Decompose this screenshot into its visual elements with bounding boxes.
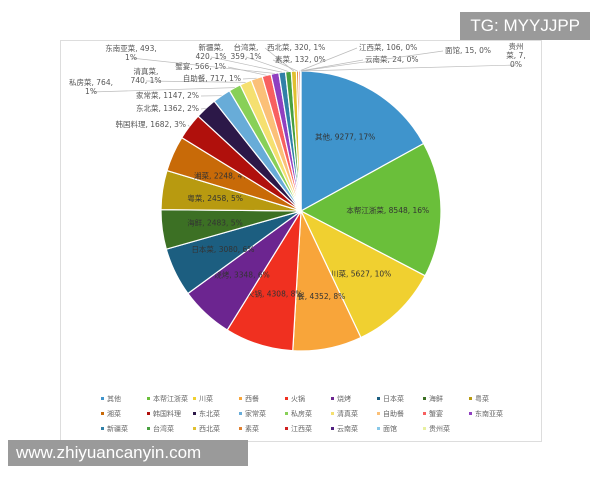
slice-label: 蟹宴, 566, 1% [175,61,226,71]
leader-line [299,47,358,72]
legend-label: 云南菜 [337,424,358,433]
legend-swatch [147,397,150,400]
leader-line [145,80,246,83]
legend-label: 海鲜 [429,394,443,403]
pie-chart: 其他, 9277, 17% 本帮江浙菜, 8548, 16% 川菜, 5627, 1… [69,41,526,433]
legend-swatch [285,427,288,430]
legend-swatch [147,412,150,415]
legend-swatch [239,412,242,415]
legend-swatch [423,397,426,400]
legend-label: 素菜 [245,424,259,433]
legend-label: 韩国料理 [153,409,181,418]
watermark-top: TG: MYYJJPP [460,12,590,40]
legend-label: 家常菜 [245,409,266,418]
slice-label: 清真菜, 740, 1% [131,66,162,85]
legend-label: 面馆 [383,424,397,433]
legend-swatch [193,397,196,400]
slice-label: 日本菜, 3080, 6% [191,244,254,254]
leader-line [130,57,275,74]
legend-swatch [193,427,196,430]
leader-line [90,87,235,93]
leader-line [300,59,364,72]
legend-swatch [377,412,380,415]
legend-label: 西餐 [245,394,259,403]
legend-label: 烧烤 [337,394,351,403]
legend-label: 西北菜 [199,424,220,433]
legend-label: 自助餐 [383,409,404,418]
legend-label: 东北菜 [199,409,220,418]
legend-label: 湘菜 [107,409,121,418]
slice-label: 面馆, 15, 0% [445,45,491,55]
legend-label: 其他 [107,394,121,403]
slice-label: 西北菜, 320, 1% [267,42,325,52]
slice-label: 私房菜, 764, 1% [69,77,113,96]
legend-label: 江西菜 [291,424,312,433]
slice-label: 海鲜, 2483, 5% [187,218,243,228]
legend-swatch [331,397,334,400]
slice-label: 江西菜, 106, 0% [359,42,417,52]
pie-slice [299,209,426,339]
legend-label: 粤菜 [475,394,489,403]
watermark-bottom: www.zhiyuancanyin.com [8,440,248,466]
legend-swatch [239,397,242,400]
slice-label: 贵州菜, 7, 0% [506,41,525,69]
leader-line [300,50,444,72]
slice-label: 素菜, 132, 0% [275,54,326,64]
leader-line [200,107,206,110]
leader-line [242,77,257,80]
legend-label: 私房菜 [291,409,312,418]
legend-swatch [285,397,288,400]
legend-label: 东南亚菜 [475,409,503,418]
legend-label: 贵州菜 [429,424,450,433]
legend-swatch [331,412,334,415]
legend-label: 蟹宴 [429,409,443,418]
leader-line [227,66,267,76]
legend-swatch [377,427,380,430]
legend-swatch [101,427,104,430]
legend-swatch [331,427,334,430]
leader-line [245,56,289,72]
legend-swatch [193,412,196,415]
legend-label: 本帮江浙菜 [153,394,188,403]
legend-swatch [101,397,104,400]
legend-label: 日本菜 [383,394,404,403]
pie-slice [299,142,442,277]
slice-label: 烧烤, 3348, 6% [214,270,270,280]
legend-swatch [469,412,472,415]
pie-slice [300,70,425,213]
slice-label: 粤菜, 2458, 5% [187,193,243,203]
legend-label: 火锅 [291,394,305,403]
slice-label: 川菜, 5627, 10% [331,269,391,279]
legend-swatch [423,427,426,430]
legend-swatch [239,427,242,430]
legend-swatch [423,412,426,415]
slice-label: 西餐, 4352, 8% [290,292,346,301]
legend-swatch [285,412,288,415]
slice-label: 湘菜, 2248, 4% [194,170,250,180]
slice-label: 其他, 9277, 17% [315,131,375,141]
legend-swatch [377,397,380,400]
leader-line [272,59,298,72]
legend-label: 台湾菜 [153,424,174,433]
legend-label: 川菜 [199,394,213,403]
legend-label: 新疆菜 [107,424,128,433]
slice-label: 韩国料理, 1682, 3% [115,119,186,129]
slice-label: 火锅, 4308, 8% [247,289,303,299]
leader-line [210,56,283,73]
slice-label: 东北菜, 1362, 2% [136,103,199,113]
legend-label: 清真菜 [337,409,358,418]
legend-swatch [469,397,472,400]
slice-label: 家常菜, 1147, 2% [136,90,199,100]
leader-line [187,124,190,127]
slice-label: 新疆菜, 420, 1% [196,42,227,61]
leader-line [300,64,517,72]
legend-swatch [101,412,104,415]
legend-swatch [147,427,150,430]
slice-label: 自助餐, 717, 1% [183,73,241,83]
chart-frame: 其他, 9277, 17% 本帮江浙菜, 8548, 16% 川菜, 5627, 1… [60,40,542,442]
slice-label: 本帮江浙菜, 8548, 16% [346,205,429,215]
slice-label: 云南菜, 24, 0% [365,54,418,64]
slice-label: 台湾菜, 359, 1% [231,42,262,61]
slice-label: 东南亚菜, 493, 1% [105,43,156,62]
